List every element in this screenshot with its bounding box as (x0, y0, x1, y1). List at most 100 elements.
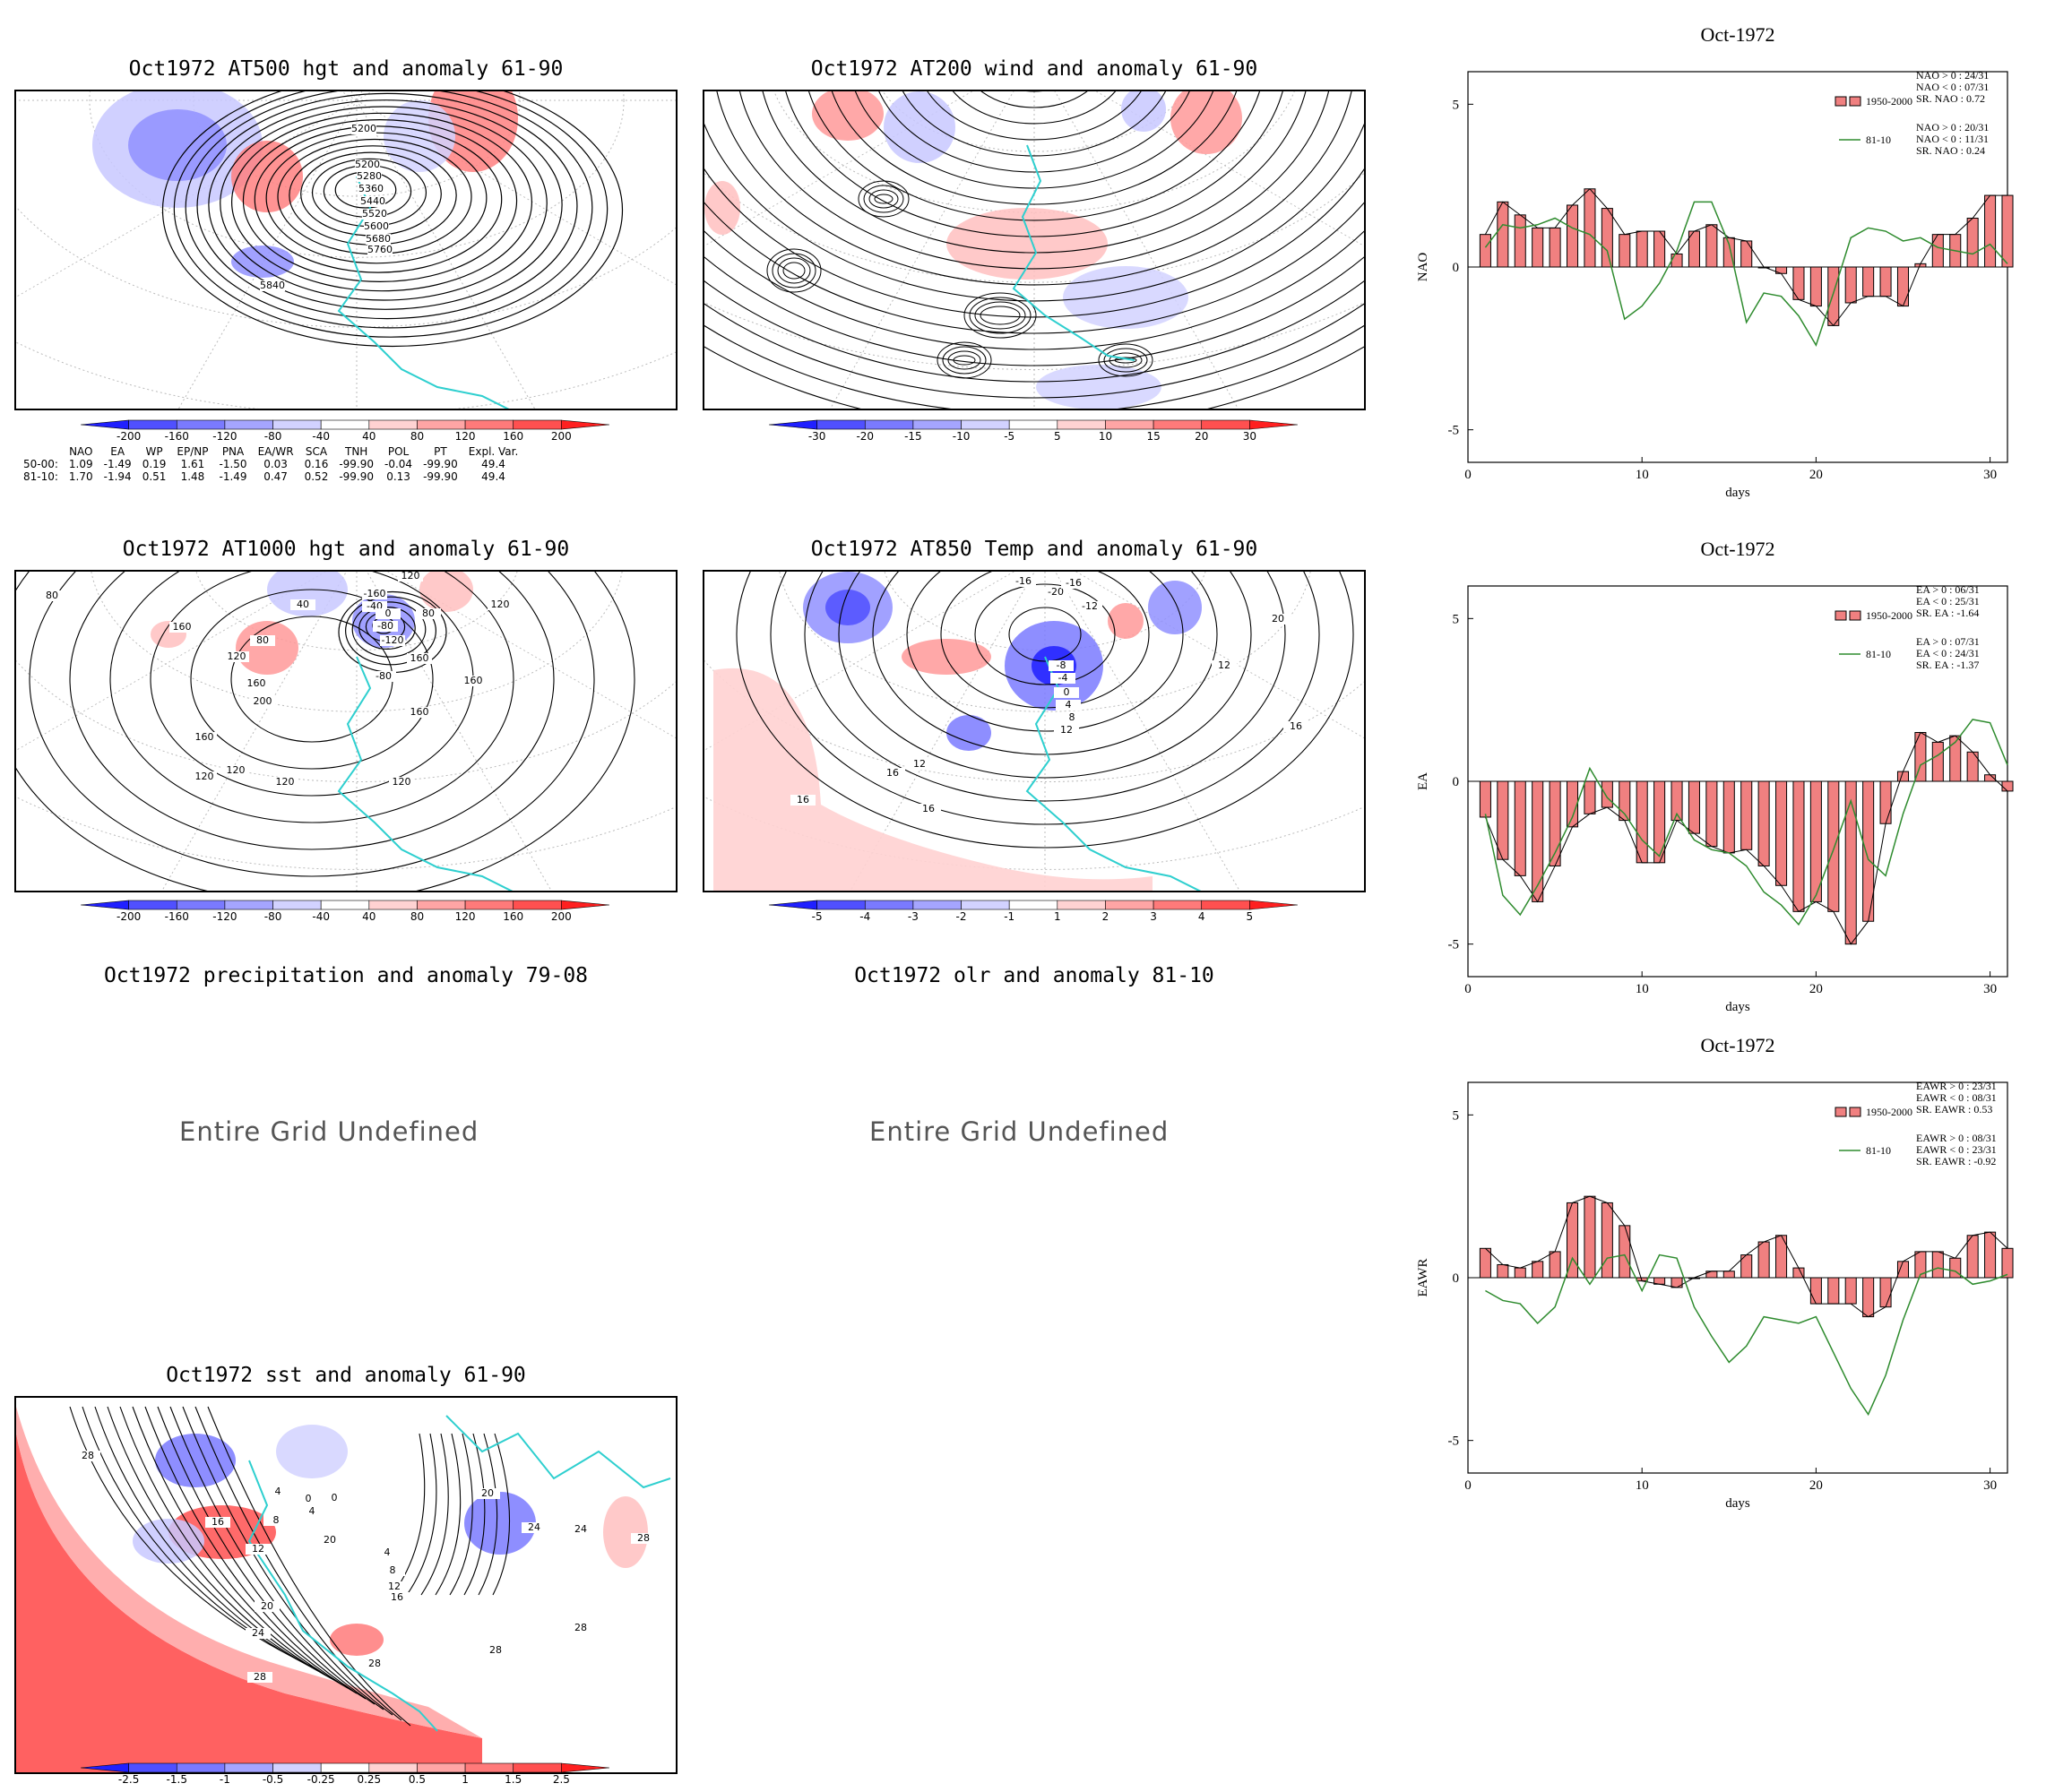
t850-label-bg (1056, 700, 1081, 711)
table-cell: 0.16 (304, 458, 329, 470)
table-cell: -1.49 (219, 470, 247, 483)
t850-label-bg (1011, 576, 1036, 587)
graticule-meridian (161, 572, 348, 891)
legend-swatch-bar (1849, 96, 1861, 107)
contour-line (231, 112, 532, 292)
contour-line (107, 1406, 340, 1684)
streamline (704, 280, 1364, 383)
z1000-label-bg (223, 765, 248, 776)
bar (1619, 234, 1631, 268)
streamline (762, 91, 1307, 254)
x-tick-label: 30 (1983, 468, 1997, 482)
z1000-label-bg (250, 635, 275, 646)
bar (1653, 780, 1666, 864)
w200-colorbar-tick: 15 (1146, 430, 1160, 443)
contour-line (478, 1433, 498, 1596)
legend-stat: EA < 0 : 24/31 (1916, 647, 1980, 659)
anomaly-positive (16, 1434, 482, 1772)
z500-colorbar-arrow-left (80, 419, 129, 430)
table-cell: -1.50 (219, 458, 247, 470)
streamline (739, 91, 1329, 270)
z500-colorbar-tick: -160 (165, 430, 189, 443)
x-tick-label: 20 (1809, 468, 1823, 482)
bar (1636, 780, 1648, 864)
anomaly-positive (1170, 91, 1242, 154)
streamline-eddy (974, 301, 1026, 330)
t850-colorbar-swatch (816, 900, 866, 910)
z1000-colorbar-swatch (128, 900, 177, 910)
contour-line (872, 572, 1218, 755)
y-tick-label: 0 (1453, 261, 1460, 275)
anomaly-negative (384, 100, 455, 172)
sst-colorbar-tick: 1.5 (505, 1773, 522, 1786)
z500-contour-label: 5440 (360, 195, 385, 207)
contour-line (345, 596, 437, 666)
graticule-meridian (356, 91, 374, 101)
z1000-contour-label: 160 (464, 675, 483, 686)
sst-colorbar-swatch (417, 1762, 466, 1773)
z500-label-bg (360, 196, 385, 207)
z1000-contour-label: 120 (195, 771, 214, 782)
anomaly-negative (155, 1434, 236, 1487)
bar (1757, 780, 1770, 866)
table-cell: 0.51 (142, 470, 167, 483)
z500-contour-label: 5280 (357, 170, 382, 182)
z1000-label-bg (371, 671, 396, 682)
table-row: 81-10: 1.70 -1.94 0.51 1.48 -1.49 0.47 0.52 -99.… (18, 470, 523, 483)
bar (1809, 266, 1822, 307)
t850-contour-label: -16 (1015, 575, 1032, 587)
sst-label-bg (263, 1515, 289, 1526)
streamline-eddy (868, 189, 899, 209)
streamline (704, 123, 1364, 302)
z500-label-bg (260, 280, 285, 291)
x-tick-label: 30 (1983, 1478, 1997, 1493)
t850-colorbar-tick: 2 (1102, 910, 1109, 923)
contour-line (838, 572, 1252, 779)
sst-colorbar-tick: 1 (462, 1773, 469, 1786)
eawr-chart: Oct-1972 5 0 -5 0 10 20 30 days EAWR 1950-2000 81-1… (1416, 1034, 2014, 1511)
sst-contour-label: 0 (306, 1493, 312, 1504)
z500-label-bg (351, 124, 376, 134)
contour-line (804, 572, 1286, 802)
z1000-contour-label: 120 (401, 572, 420, 582)
bar (1497, 780, 1509, 860)
graticule-meridian (704, 572, 1015, 751)
table-header: WP (145, 445, 163, 458)
z1000-label-bg (192, 732, 217, 743)
t850-colorbar-tick: 1 (1054, 910, 1061, 923)
bar (1636, 230, 1648, 268)
contour-line (196, 92, 578, 320)
table-header: PNA (221, 445, 245, 458)
graticule-circle (882, 91, 1187, 152)
z500-contour-label: 5360 (358, 183, 384, 194)
contour-line (449, 1433, 473, 1596)
legend-stat: SR. NAO : 0.72 (1916, 92, 1985, 105)
bar (1514, 1267, 1526, 1279)
t850-contour-label: -4 (1058, 672, 1068, 684)
streamline (704, 168, 1364, 318)
z500-colorbar-swatch (128, 419, 177, 430)
t850-contour-label: 16 (922, 803, 935, 814)
sst-colorbar-tick: -1.5 (167, 1773, 187, 1786)
graticule-meridian (829, 91, 1014, 409)
bar (2001, 780, 2014, 792)
coastline (247, 1460, 438, 1732)
graticule-meridian (850, 572, 1036, 891)
sst-contour-label: 12 (388, 1581, 401, 1592)
sst-contour-label: 12 (252, 1543, 264, 1555)
table-header: EA/WR (257, 445, 294, 458)
bar (1896, 771, 1910, 782)
z1000-colorbar-tick: 200 (551, 910, 572, 923)
table-cell: 49.4 (481, 458, 505, 470)
t850-label-bg (1049, 660, 1074, 671)
bar (1775, 780, 1788, 886)
bar (1584, 1195, 1596, 1279)
sst-colorbar-tick: 2.5 (553, 1773, 570, 1786)
table-cell: -1.94 (103, 470, 132, 483)
bar (1566, 780, 1579, 828)
z500-colorbar-swatch (464, 419, 514, 430)
t850-map: -16 -20 -16 -12 -8 -4 0 4 8 12 12 16 16 20 12 16 16 (703, 570, 1366, 892)
z500-colorbar-tick: 80 (410, 430, 424, 443)
w200-colorbar-swatch (1057, 419, 1106, 430)
sst-contour-label: 8 (390, 1564, 396, 1576)
